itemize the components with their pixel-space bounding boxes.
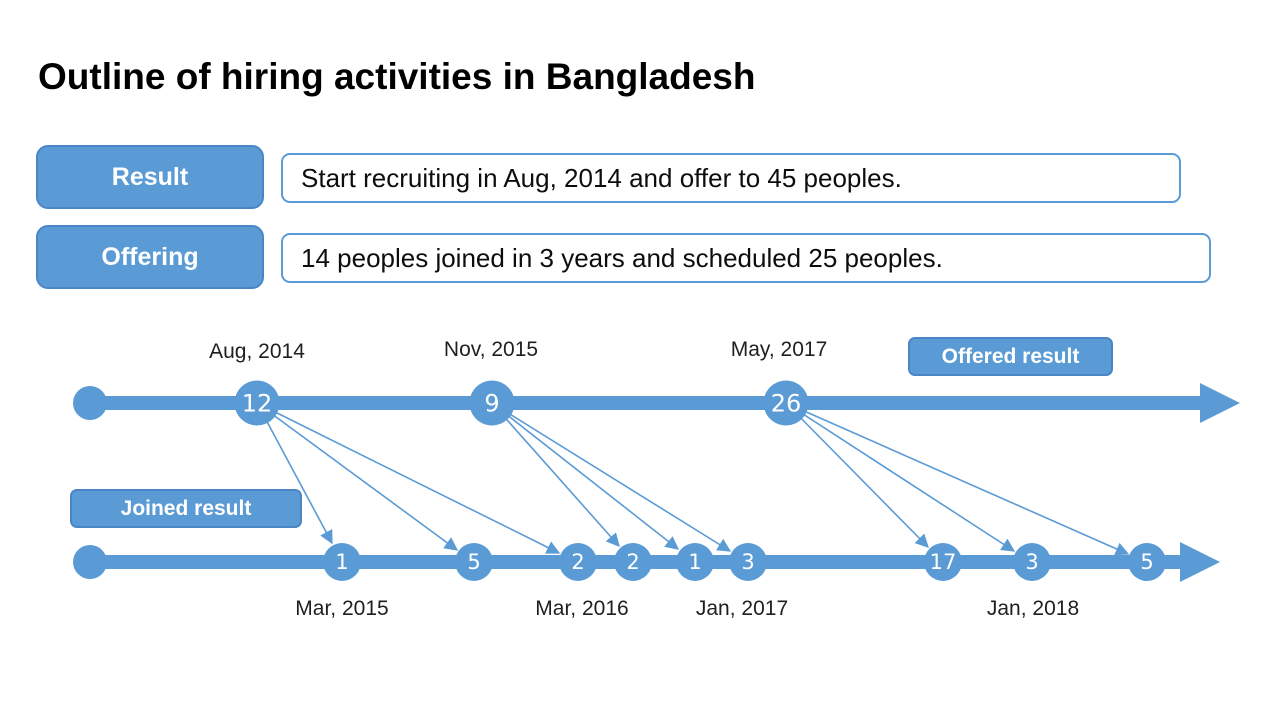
- offered-node: 9: [469, 380, 515, 426]
- joined-node: 3: [729, 543, 767, 581]
- joined-date-label: Jan, 2017: [695, 597, 789, 620]
- joined-date-label: Jan, 2018: [986, 597, 1080, 620]
- joined-date-label: Mar, 2015: [295, 597, 389, 620]
- connector-arrow-26-to-5: [785, 402, 1130, 556]
- connector-arrow-9-to-1: [491, 402, 680, 550]
- offered-date-label: Aug, 2014: [209, 340, 305, 363]
- offering-label-pill: Offering: [36, 225, 264, 289]
- joined-node: 1: [676, 543, 714, 581]
- joined-date-label: Mar, 2016: [535, 597, 629, 620]
- joined-node: 1: [323, 543, 361, 581]
- result-label-pill: Result: [36, 145, 264, 209]
- offered-date-label: Nov, 2015: [443, 338, 539, 361]
- page-title: Outline of hiring activities in Banglade…: [38, 56, 756, 97]
- offered-date-label: May, 2017: [730, 338, 828, 361]
- joined-node: 2: [614, 543, 652, 581]
- connector-arrow-26-to-3: [785, 402, 1016, 552]
- connector-arrow-9-to-3: [491, 402, 732, 552]
- offered-result-badge: Offered result: [908, 337, 1113, 376]
- connector-arrow-26-to-17: [785, 402, 929, 548]
- connector-arrow-9-to-2: [491, 402, 620, 548]
- offered-timeline-start-dot: [73, 386, 107, 420]
- joined-timeline-start-dot: [73, 545, 107, 579]
- joined-timeline-arrowhead-icon: [1180, 542, 1220, 582]
- offered-node: 26: [763, 380, 809, 426]
- offered-node: 12: [234, 380, 280, 426]
- joined-node: 17: [924, 543, 962, 581]
- connector-arrow-12-to-2: [256, 402, 561, 554]
- result-textbox: Start recruiting in Aug, 2014 and offer …: [281, 153, 1181, 203]
- joined-node: 5: [455, 543, 493, 581]
- joined-result-badge: Joined result: [70, 489, 302, 528]
- offering-textbox: 14 peoples joined in 3 years and schedul…: [281, 233, 1211, 283]
- joined-node: 3: [1013, 543, 1051, 581]
- offered-timeline-arrowhead-icon: [1200, 383, 1240, 423]
- joined-node: 2: [559, 543, 597, 581]
- joined-node: 5: [1128, 543, 1166, 581]
